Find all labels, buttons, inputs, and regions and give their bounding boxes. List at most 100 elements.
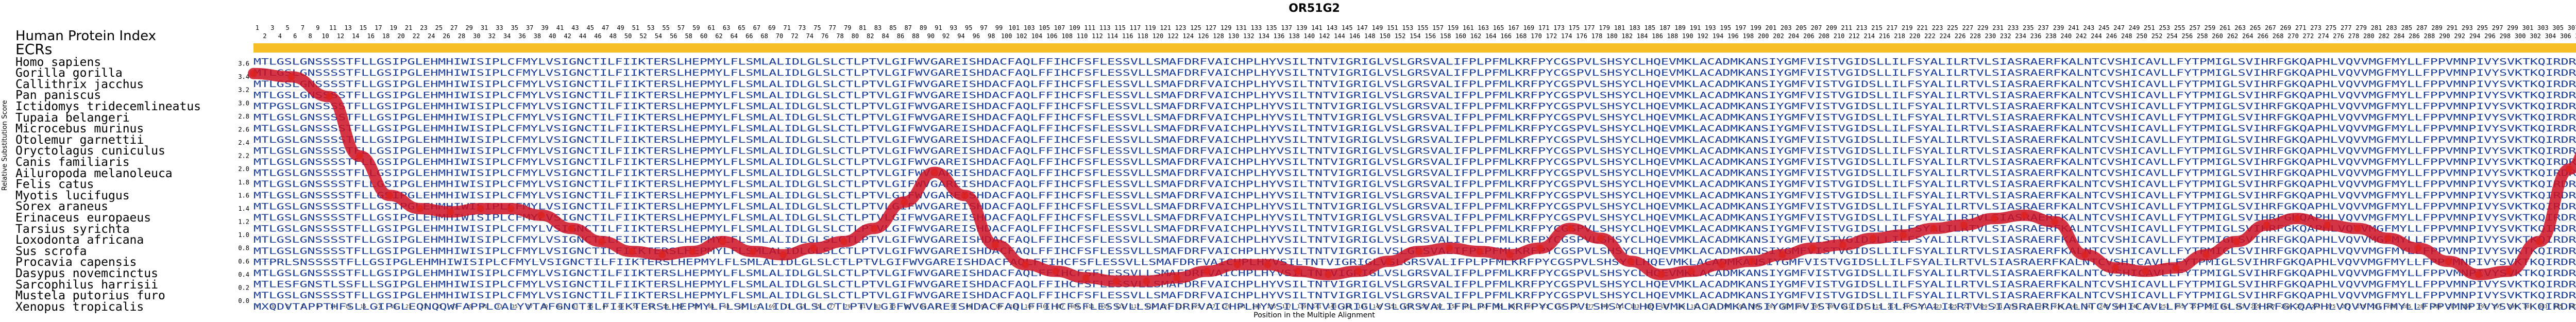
bottom-tick-label: 223: [1933, 304, 1942, 310]
top-tick-label: 222: [1924, 32, 1936, 40]
bottom-tick-label: 199: [1751, 304, 1760, 310]
top-tick-label: 83: [874, 24, 882, 31]
alignment-residues: MTLGSLGNSSSSTFLLGSIPGLEHMHIWISIPLCFMYLVS…: [253, 57, 2576, 312]
y-tick-label: 2.0: [238, 165, 249, 173]
bottom-tick-label: 135: [1267, 304, 1276, 310]
bottom-tick-label: 101: [1009, 304, 1019, 310]
y-tick-label: 0.6: [238, 258, 249, 265]
top-tick-label: 167: [1508, 24, 1519, 31]
alignment-row: MTLGSLGNSSSSTFLLGSIPGLEHMHIWISIPLCFMYLVS…: [253, 291, 2576, 301]
score-point: [1657, 270, 1665, 278]
top-tick-label: 10: [321, 32, 329, 40]
top-tick-label: 236: [2030, 32, 2042, 40]
top-tick-label: 182: [1621, 32, 1633, 40]
top-tick-label: 44: [579, 32, 586, 40]
top-tick-label: 257: [2189, 24, 2200, 31]
top-tick-label: 255: [2174, 24, 2185, 31]
score-point: [1203, 267, 1211, 275]
alignment-row: MTLGSLGNSSSSTFLLGSIPGLEHMHIWISIPLCFMYLVS…: [253, 79, 2576, 90]
top-tick-label: 153: [1402, 24, 1413, 31]
top-tick-label: 224: [1939, 32, 1951, 40]
top-tick-label: 259: [2205, 24, 2216, 31]
top-tick-label: 74: [806, 32, 813, 40]
top-tick-label: 264: [2242, 32, 2253, 40]
top-tick-label: 127: [1205, 24, 1216, 31]
top-tick-label: 293: [2462, 24, 2473, 31]
top-tick-label: 227: [1962, 24, 1973, 31]
top-tick-label: 63: [723, 24, 730, 31]
species-label: Pan paniscus: [15, 89, 101, 103]
bottom-tick-label: 33: [496, 304, 502, 310]
top-tick-label: 59: [692, 24, 700, 31]
bottom-tick-label: 47: [602, 304, 608, 310]
bottom-tick-label: 289: [2432, 304, 2442, 310]
top-tick-label: 251: [2144, 24, 2155, 31]
top-tick-label: 250: [2136, 32, 2147, 40]
top-tick-label: 184: [1637, 32, 1648, 40]
top-tick-label: 221: [1917, 24, 1928, 31]
bottom-tick-label: 279: [2357, 304, 2366, 310]
bottom-tick-label: 97: [981, 304, 987, 310]
species-label: Procavia capensis: [15, 256, 137, 269]
bottom-tick-label: 265: [2250, 304, 2260, 310]
y-tick-label: 0.2: [238, 284, 249, 291]
top-tick-label: 266: [2257, 32, 2268, 40]
species-label: Sarcophilus harrisii: [15, 278, 158, 292]
bottom-tick-label: 59: [693, 304, 699, 310]
bottom-tick-label: 57: [678, 304, 684, 310]
top-tick-label: 207: [1811, 24, 1822, 31]
bottom-tick-label: 95: [965, 304, 972, 310]
top-tick-label: 279: [2355, 24, 2367, 31]
bottom-tick-label: 217: [1887, 304, 1896, 310]
top-tick-label: 143: [1326, 24, 1337, 31]
bottom-tick-label: 207: [1811, 304, 1821, 310]
top-tick-label: 40: [549, 32, 556, 40]
top-tick-label: 244: [2091, 32, 2102, 40]
top-tick-label: 297: [2492, 24, 2503, 31]
top-tick-label: 237: [2038, 24, 2049, 31]
top-tick-label: 176: [1576, 32, 1587, 40]
score-point: [355, 152, 363, 160]
top-tick-label: 90: [927, 32, 935, 40]
top-tick-label: 245: [2098, 24, 2110, 31]
top-tick-label: 275: [2326, 24, 2337, 31]
top-tick-label: 24: [428, 32, 435, 40]
top-tick-label: 121: [1160, 24, 1171, 31]
top-tick-label: 32: [488, 32, 496, 40]
top-tick-label: 20: [397, 32, 404, 40]
top-tick-label: 139: [1296, 24, 1308, 31]
top-tick-label: 118: [1137, 32, 1148, 40]
species-label: Xenopus tropicalis: [15, 300, 144, 314]
bottom-tick-label: 171: [1539, 304, 1549, 310]
bottom-tick-label: 249: [2129, 304, 2139, 310]
score-point: [325, 93, 333, 100]
top-tick-label: 282: [2378, 32, 2389, 40]
top-tick-label: 25: [435, 24, 443, 31]
bottom-tick-label: 237: [2039, 304, 2048, 310]
top-tick-label: 187: [1659, 24, 1671, 31]
top-tick-label: 78: [836, 32, 843, 40]
top-tick-label: 173: [1553, 24, 1565, 31]
top-tick-label: 308: [2575, 32, 2576, 40]
top-tick-label: 97: [980, 24, 987, 31]
bottom-tick-label: 269: [2281, 304, 2290, 310]
score-point: [2414, 244, 2422, 252]
top-tick-label: 170: [1531, 32, 1542, 40]
top-tick-label: 79: [844, 24, 851, 31]
top-tick-label: 122: [1167, 32, 1179, 40]
top-tick-label: 180: [1606, 32, 1618, 40]
ecr-band: [253, 43, 2576, 53]
top-tick-label: 128: [1213, 32, 1224, 40]
score-point: [250, 70, 257, 77]
top-tick-label: 206: [1803, 32, 1815, 40]
score-point: [446, 208, 454, 216]
top-tick-label: 112: [1092, 32, 1103, 40]
score-point: [870, 225, 878, 232]
top-tick-label: 49: [617, 24, 624, 31]
top-tick-label: 302: [2530, 32, 2541, 40]
top-tick-label: 274: [2318, 32, 2329, 40]
score-point: [537, 211, 545, 219]
top-tick-label: 137: [1281, 24, 1292, 31]
bottom-tick-label: 41: [557, 304, 563, 310]
bottom-tick-label: 7: [301, 304, 304, 310]
